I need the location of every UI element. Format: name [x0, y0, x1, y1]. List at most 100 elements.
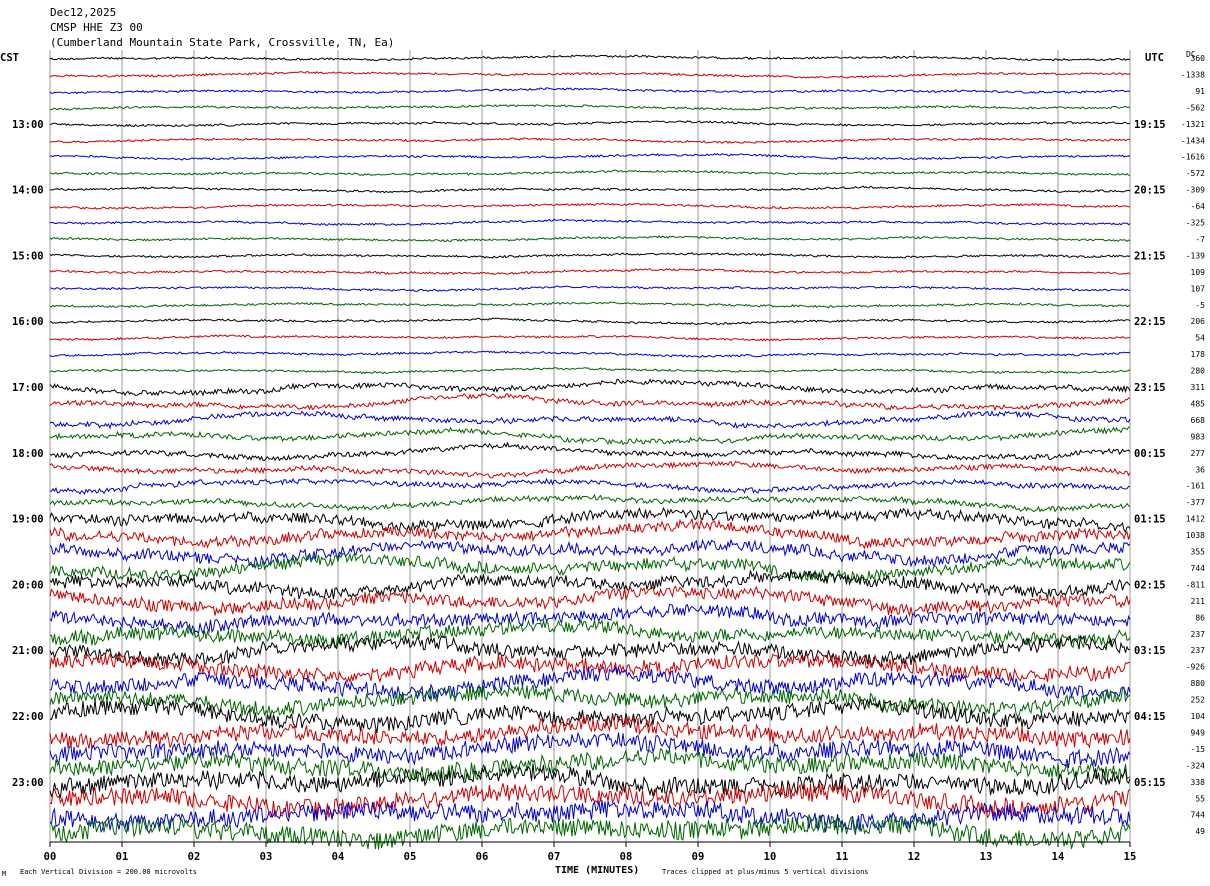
- left-timezone-label: CST: [0, 52, 19, 64]
- trace-line-1: [49, 70, 1131, 79]
- right-hour-label: 02:15: [1134, 579, 1166, 591]
- right-hour-label: 01:15: [1134, 514, 1166, 526]
- x-tick-label-14: 14: [1052, 851, 1065, 863]
- trace-line-8: [49, 185, 1131, 194]
- x-tick-label-01: 01: [116, 851, 129, 863]
- dc-offset-value: -139: [1186, 251, 1205, 260]
- dc-offset-value: 983: [1191, 432, 1206, 441]
- header-channel: CMSP HHE Z3 00: [50, 21, 143, 34]
- trace-line-36: [49, 634, 1131, 669]
- dc-offset-value: 949: [1191, 728, 1206, 737]
- trace-line-47: [49, 814, 1131, 850]
- right-hour-label: 23:15: [1134, 382, 1166, 394]
- dc-offset-value: -7: [1195, 235, 1205, 244]
- dc-offset-value: -5: [1195, 301, 1205, 310]
- trace-line-6: [49, 152, 1131, 161]
- trace-line-19: [49, 367, 1131, 375]
- clip-note: Traces clipped at plus/minus 5 vertical …: [662, 868, 869, 876]
- dc-offset-value: 485: [1191, 399, 1206, 408]
- dc-offset-labels: 360 -1338 91 -562 -1321 -1434 -1616 -572 -309 -64…: [1181, 54, 1205, 836]
- trace-line-29: [49, 518, 1131, 550]
- header-date: Dec12,2025: [50, 6, 116, 19]
- header-station: (Cumberland Mountain State Park, Crossvi…: [50, 36, 394, 49]
- trace-line-4: [49, 120, 1131, 128]
- x-tick-label-11: 11: [836, 851, 849, 863]
- left-hour-label: 16:00: [12, 316, 44, 328]
- dc-offset-value: -15: [1191, 745, 1206, 754]
- trace-line-20: [49, 378, 1131, 397]
- trace-line-25: [49, 460, 1131, 479]
- x-axis-title: TIME (MINUTES): [555, 865, 639, 876]
- x-tick-label-00: 00: [44, 851, 57, 863]
- trace-line-10: [49, 218, 1131, 227]
- dc-offset-value: 1038: [1186, 531, 1205, 540]
- right-hour-label: 00:15: [1134, 448, 1166, 460]
- right-hour-label: 19:15: [1134, 119, 1166, 131]
- dc-offset-value: 109: [1191, 268, 1206, 277]
- dc-offset-value: 86: [1195, 613, 1205, 622]
- left-hour-label: 23:00: [12, 777, 44, 789]
- dc-offset-value: -64: [1191, 202, 1206, 211]
- right-hour-label: 05:15: [1134, 777, 1166, 789]
- dc-offset-value: 49: [1195, 827, 1205, 836]
- right-timezone-label: UTC: [1145, 52, 1164, 64]
- trace-line-41: [49, 713, 1131, 750]
- trace-line-0: [49, 54, 1131, 62]
- dc-offset-value: -1434: [1181, 136, 1205, 145]
- trace-line-37: [49, 652, 1131, 685]
- left-hour-label: 18:00: [12, 448, 44, 460]
- left-hour-label: 21:00: [12, 645, 44, 657]
- right-hour-label: 03:15: [1134, 645, 1166, 657]
- trace-line-28: [49, 507, 1131, 534]
- dc-offset-value: 178: [1191, 350, 1206, 359]
- trace-line-42: [49, 731, 1131, 769]
- dc-offset-value: 668: [1191, 416, 1206, 425]
- dc-offset-value: 311: [1191, 383, 1206, 392]
- dc-offset-value: 211: [1191, 597, 1206, 606]
- trace-line-45: [49, 783, 1131, 819]
- trace-line-15: [49, 301, 1131, 309]
- right-hour-label: 21:15: [1134, 250, 1166, 262]
- left-hour-label: 13:00: [12, 119, 44, 131]
- right-hour-label: 20:15: [1134, 185, 1166, 197]
- corner-mark: M: [2, 870, 6, 878]
- right-hour-label: 04:15: [1134, 711, 1166, 723]
- trace-line-14: [49, 285, 1131, 292]
- trace-line-21: [49, 392, 1131, 412]
- dc-offset-value: 107: [1191, 284, 1206, 293]
- x-tick-label-12: 12: [908, 851, 921, 863]
- trace-line-12: [49, 252, 1131, 259]
- trace-line-31: [49, 552, 1131, 584]
- dc-offset-value: -572: [1186, 169, 1205, 178]
- trace-line-16: [49, 317, 1131, 326]
- dc-offset-value: 36: [1195, 465, 1205, 474]
- x-tick-label-13: 13: [980, 851, 993, 863]
- trace-line-43: [49, 748, 1131, 783]
- x-tick-label-07: 07: [548, 851, 561, 863]
- x-tick-label-04: 04: [332, 851, 345, 863]
- right-hour-labels: 19:15 20:15 21:15 22:15 23:15 00:15 01:15 02:15…: [1134, 119, 1166, 789]
- trace-line-7: [49, 169, 1131, 177]
- right-hour-label: 22:15: [1134, 316, 1166, 328]
- dc-offset-value: 880: [1191, 679, 1206, 688]
- vertical-gridlines: [49, 50, 1131, 842]
- trace-line-33: [49, 585, 1131, 618]
- dc-offset-value: 338: [1191, 778, 1206, 787]
- x-tick-label-10: 10: [764, 851, 777, 863]
- x-tick-label-06: 06: [476, 851, 489, 863]
- trace-line-3: [49, 104, 1131, 111]
- dc-offset-value: -1616: [1181, 153, 1205, 162]
- dc-offset-value: -377: [1186, 498, 1205, 507]
- left-hour-label: 22:00: [12, 711, 44, 723]
- left-hour-label: 15:00: [12, 250, 44, 262]
- trace-line-18: [49, 350, 1131, 358]
- x-tick-label-08: 08: [620, 851, 633, 863]
- trace-line-2: [49, 87, 1131, 95]
- trace-line-9: [49, 202, 1131, 210]
- dc-offset-value: 277: [1191, 449, 1206, 458]
- dc-offset-value: 355: [1191, 548, 1206, 557]
- trace-line-27: [49, 493, 1131, 513]
- trace-line-24: [49, 441, 1131, 462]
- trace-line-34: [49, 603, 1131, 636]
- dc-offset-value: 744: [1191, 811, 1206, 820]
